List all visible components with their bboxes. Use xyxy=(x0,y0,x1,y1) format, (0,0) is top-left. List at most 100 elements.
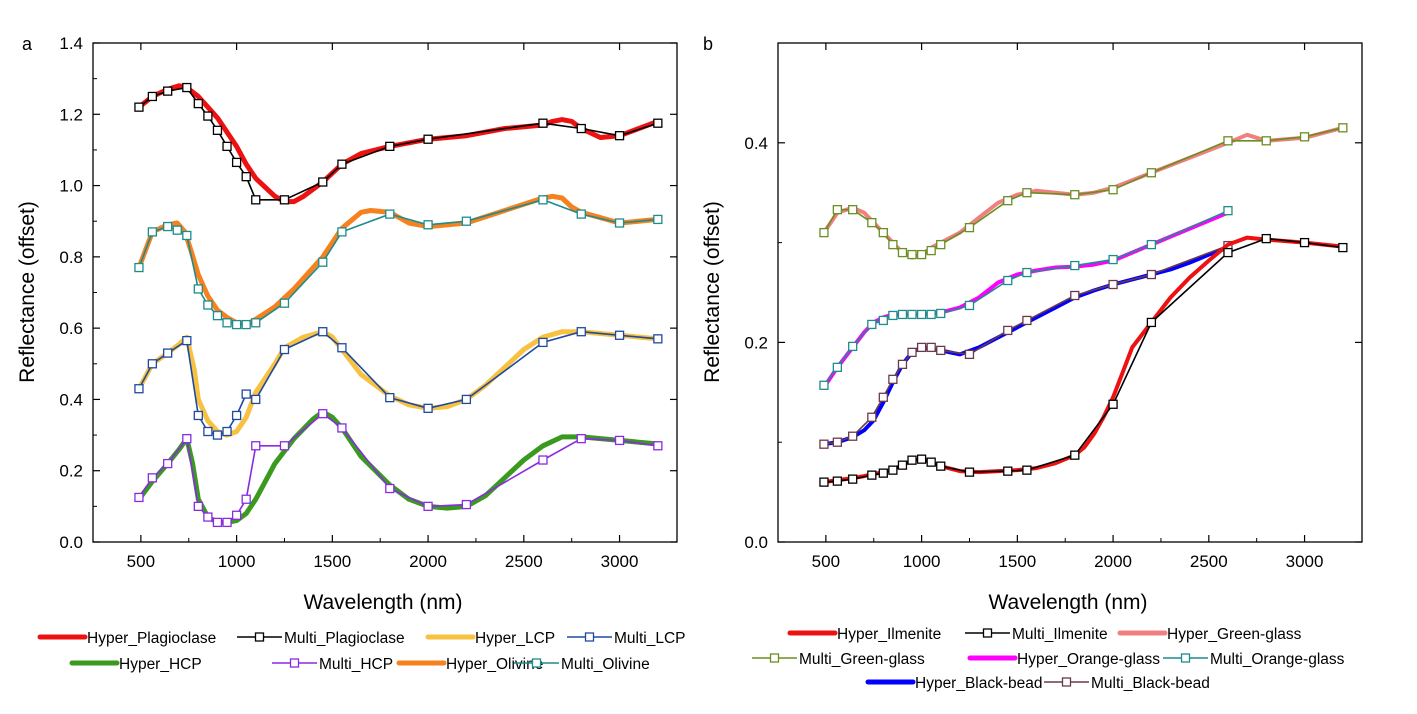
data-point xyxy=(318,177,328,187)
data-point xyxy=(203,111,213,121)
data-point xyxy=(385,209,395,219)
data-point xyxy=(318,409,328,419)
data-point xyxy=(964,222,975,233)
data-point xyxy=(222,141,232,152)
y-tick-label: 1.4 xyxy=(59,34,83,53)
data-point xyxy=(337,423,347,433)
legend-label: Hyper_Ilmenite xyxy=(837,626,941,643)
data-point xyxy=(653,441,663,451)
x-tick-label: 2500 xyxy=(505,552,543,571)
data-point xyxy=(848,474,858,484)
data-point xyxy=(461,216,472,226)
data-point xyxy=(222,426,232,437)
data-point xyxy=(1108,399,1118,409)
x-tick-label: 1500 xyxy=(998,552,1036,571)
data-point xyxy=(1223,206,1233,216)
legend-marker xyxy=(1061,677,1072,687)
plot-frame xyxy=(92,42,678,543)
data-point xyxy=(1070,450,1080,460)
legend-marker xyxy=(1180,653,1191,663)
x-tick-label: 500 xyxy=(812,552,840,571)
data-point xyxy=(251,318,261,328)
x-tick-label: 3000 xyxy=(601,552,639,571)
y-tick-label: 0.0 xyxy=(744,533,768,552)
data-point xyxy=(193,98,203,109)
data-point xyxy=(576,123,586,134)
y-tick-label: 0.4 xyxy=(744,134,768,153)
data-point xyxy=(867,319,877,330)
data-point xyxy=(819,439,829,449)
data-point xyxy=(461,394,472,405)
data-point xyxy=(538,455,548,465)
data-point xyxy=(1022,188,1032,198)
data-point xyxy=(182,230,192,241)
y-tick-label: 1.0 xyxy=(59,177,83,196)
data-point xyxy=(1299,132,1310,142)
data-point xyxy=(423,220,433,230)
data-point xyxy=(867,412,877,422)
y-tick-label: 0.8 xyxy=(59,248,83,267)
legend-label: Hyper_HCP xyxy=(119,656,202,673)
series-hyper_lcp xyxy=(136,329,661,438)
data-point xyxy=(1003,196,1013,206)
series-multi_olivine xyxy=(134,195,663,330)
data-point xyxy=(926,342,936,353)
data-point xyxy=(212,125,223,135)
series-hyper_ilmenite xyxy=(822,235,1345,485)
data-point xyxy=(279,441,290,451)
x-tick-label: 2000 xyxy=(409,552,447,571)
data-point xyxy=(878,468,888,478)
data-point xyxy=(1022,465,1032,475)
data-point xyxy=(832,362,843,373)
legend-label: Hyper_Plagioclase xyxy=(87,630,216,647)
data-point xyxy=(653,214,663,225)
series-hyper_plagioclase xyxy=(136,83,661,205)
data-point xyxy=(423,501,433,512)
legend-item: Multi_Green-glass xyxy=(752,651,925,668)
data-point xyxy=(964,300,975,311)
plot-area: 500 1000 1500 2000 2500 3000 0.0 0.2 0.4 xyxy=(744,42,1363,571)
legend-label: Multi_Ilmenite xyxy=(1012,626,1108,643)
data-point xyxy=(1108,254,1118,265)
data-point xyxy=(1146,239,1157,250)
data-point xyxy=(231,157,242,168)
data-point xyxy=(832,205,843,215)
data-point xyxy=(576,433,586,444)
series-line xyxy=(136,193,661,328)
series-multi_lcp xyxy=(134,327,663,440)
legend-label: Multi_Olivine xyxy=(561,656,650,673)
legend-label: Hyper_LCP xyxy=(475,630,555,647)
data-point xyxy=(897,460,908,470)
data-point xyxy=(385,483,395,494)
panel-label: b xyxy=(703,34,713,54)
data-point xyxy=(193,410,203,421)
legend: Hyper_Ilmenite Multi_Ilmenite Hyper_Green-… xyxy=(752,626,1345,692)
data-point xyxy=(1146,168,1157,178)
data-point xyxy=(936,239,946,250)
legend-item: Multi_HCP xyxy=(272,656,393,673)
x-tick-label: 1000 xyxy=(218,552,256,571)
data-point xyxy=(163,221,173,232)
legend-marker xyxy=(769,653,780,663)
data-point xyxy=(337,343,347,353)
data-point xyxy=(867,217,877,228)
data-point xyxy=(134,384,144,394)
data-point xyxy=(1022,267,1032,278)
data-point xyxy=(134,492,144,503)
data-point xyxy=(134,262,144,273)
data-point xyxy=(172,225,182,235)
legend-item: Hyper_LCP xyxy=(425,630,555,647)
data-point xyxy=(337,159,347,169)
legend-label: Multi_LCP xyxy=(614,630,686,647)
data-point xyxy=(576,209,586,219)
data-point xyxy=(163,348,173,358)
series-multi_plagioclase xyxy=(134,82,663,205)
series-line xyxy=(138,330,659,436)
data-point xyxy=(1223,136,1233,146)
data-point xyxy=(231,410,242,421)
legend-item: Multi_Orange-glass xyxy=(1163,651,1345,668)
data-point xyxy=(897,309,908,320)
series-hyper_olivine xyxy=(136,193,661,328)
